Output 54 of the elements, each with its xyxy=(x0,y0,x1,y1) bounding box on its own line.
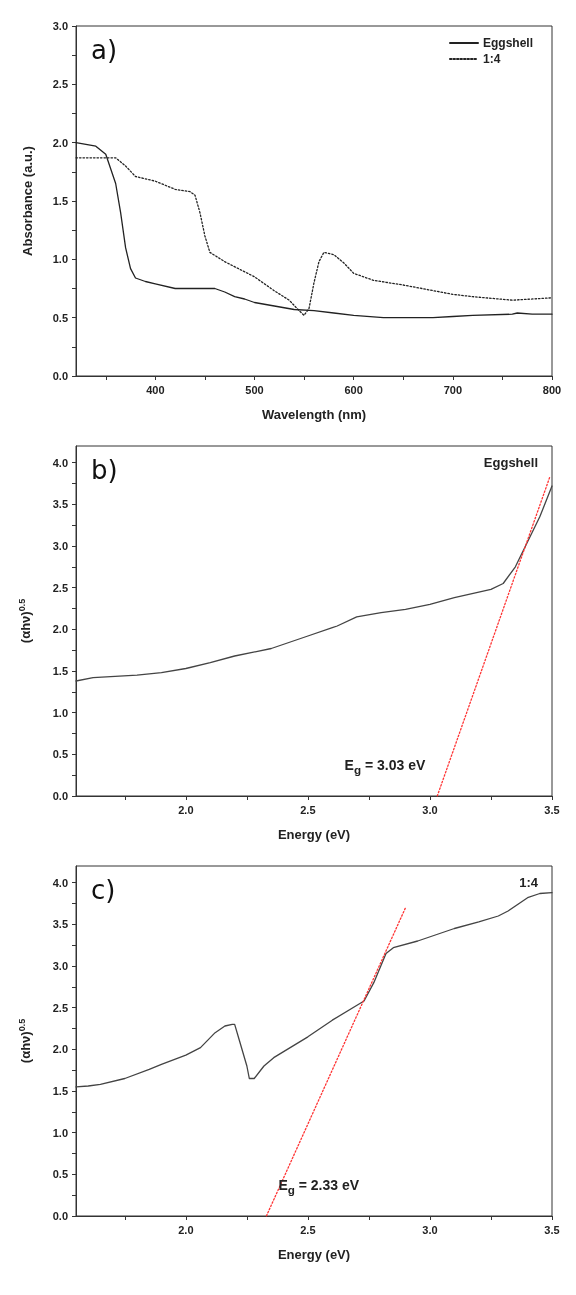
y-tick-label: 2.5 xyxy=(52,581,68,594)
y-tick-label: 1.0 xyxy=(52,253,68,266)
y-tick-label: 3.5 xyxy=(52,498,68,511)
x-tick-label: 3.5 xyxy=(544,803,560,816)
y-axis-title: (αhν)0.5 xyxy=(16,598,33,644)
y-tick-label: 3.0 xyxy=(52,960,68,972)
line-series xyxy=(75,485,553,682)
annotation: E$_{g}$ = 3.03 eV xyxy=(344,756,426,778)
x-tick-label: 3.0 xyxy=(422,803,438,816)
legend-label: 1:4 xyxy=(482,52,501,66)
y-tick-label: 1.0 xyxy=(52,1126,68,1139)
annotation: E$_{g}$ = 2.33 eV xyxy=(278,1176,360,1198)
x-tick-label: 600 xyxy=(344,383,363,396)
y-tick-label: 1.5 xyxy=(52,665,68,677)
y-tick-label: 1.5 xyxy=(52,195,68,207)
x-tick-label: 2.5 xyxy=(300,803,316,816)
y-tick-label: 2.5 xyxy=(52,1001,68,1014)
chart-title: a) xyxy=(91,35,118,65)
x-tick-label: 3.5 xyxy=(544,1223,560,1236)
annotation: Eggshell xyxy=(483,455,539,470)
y-tick-label: 3.5 xyxy=(52,918,68,931)
x-axis-title: Wavelength (nm) xyxy=(261,407,367,422)
y-tick-label: 1.5 xyxy=(52,1085,68,1097)
chart-title: c) xyxy=(91,875,116,905)
legend-label: Eggshell xyxy=(482,36,534,50)
y-tick-label: 2.0 xyxy=(52,136,68,149)
y-tick-label: 3.0 xyxy=(52,20,68,32)
y-tick-label: 3.0 xyxy=(52,540,68,552)
x-tick-label: 700 xyxy=(443,383,463,396)
y-tick-label: 0.0 xyxy=(52,790,68,802)
y-tick-label: 0.5 xyxy=(52,748,68,761)
y-tick-label: 0.5 xyxy=(52,1168,68,1181)
chart-title: b) xyxy=(91,455,118,485)
y-tick-label: 0.0 xyxy=(52,370,68,382)
y-tick-label: 4.0 xyxy=(52,876,68,889)
x-tick-label: 800 xyxy=(542,383,562,396)
y-tick-label: 0.5 xyxy=(52,311,68,324)
y-tick-label: 4.0 xyxy=(52,456,68,469)
y-axis-title: (αhν)0.5 xyxy=(16,1018,33,1064)
x-tick-label: 2.5 xyxy=(300,1223,316,1236)
x-axis-title: Energy (eV) xyxy=(277,1247,351,1262)
x-tick-label: 500 xyxy=(245,383,264,396)
y-tick-label: 1.0 xyxy=(52,706,68,719)
y-tick-label: 0.0 xyxy=(52,1210,68,1222)
x-tick-label: 400 xyxy=(146,383,165,396)
y-axis-title: Absorbance (a.u.) xyxy=(20,146,35,256)
x-axis-title: Energy (eV) xyxy=(277,827,351,842)
y-tick-label: 2.5 xyxy=(52,78,68,91)
x-tick-label: 3.0 xyxy=(422,1223,438,1236)
annotation: 1:4 xyxy=(519,875,539,890)
x-tick-label: 2.0 xyxy=(178,1223,194,1236)
x-tick-label: 2.0 xyxy=(178,803,194,816)
y-tick-label: 2.0 xyxy=(52,1043,68,1056)
y-tick-label: 2.0 xyxy=(52,623,68,636)
